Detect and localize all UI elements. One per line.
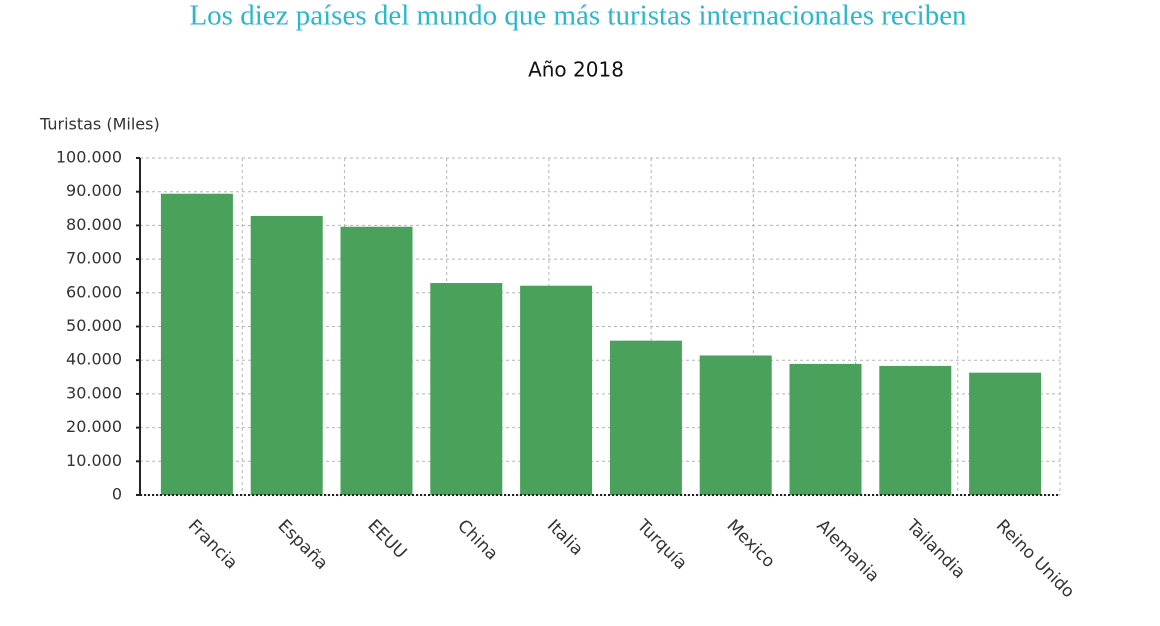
bar — [160, 193, 233, 496]
x-tick-label: Reino Unido — [992, 516, 1078, 602]
bar — [789, 363, 862, 495]
y-axis-label: Turistas (Miles) — [39, 115, 160, 134]
bar — [879, 365, 952, 495]
y-tick-label: 20.000 — [66, 417, 122, 436]
y-tick-label: 60.000 — [66, 282, 122, 301]
y-tick-label: 10.000 — [66, 451, 122, 470]
y-tick-label: 70.000 — [66, 249, 122, 268]
x-tick-label: Mexico — [723, 516, 779, 572]
y-tick-label: 30.000 — [66, 383, 122, 402]
x-tick-label: Tailandia — [902, 515, 970, 583]
y-tick-label: 100.000 — [56, 148, 122, 167]
x-tick-label: Alemania — [812, 516, 883, 587]
bar — [969, 372, 1042, 495]
bar — [609, 340, 682, 495]
bar — [699, 355, 772, 495]
x-tick-label: España — [274, 516, 332, 574]
y-tick-label: 40.000 — [66, 350, 122, 369]
y-tick-label: 50.000 — [66, 316, 122, 335]
chart-subtitle: Año 2018 — [528, 58, 624, 82]
x-tick-label: Turquía — [632, 515, 691, 574]
x-tick-label: Francia — [184, 516, 241, 573]
chart-title: Los diez países del mundo que más turist… — [189, 0, 967, 32]
y-tick-label: 80.000 — [66, 215, 122, 234]
y-tick-label: 0 — [112, 485, 122, 504]
bar — [250, 215, 323, 496]
bar — [430, 283, 503, 495]
bar — [520, 285, 593, 495]
x-tick-label: Italia — [543, 516, 587, 560]
x-tick-label: China — [453, 516, 501, 564]
bar — [340, 226, 413, 496]
x-tick-label: EEUU — [363, 516, 410, 563]
y-tick-label: 90.000 — [66, 181, 122, 200]
